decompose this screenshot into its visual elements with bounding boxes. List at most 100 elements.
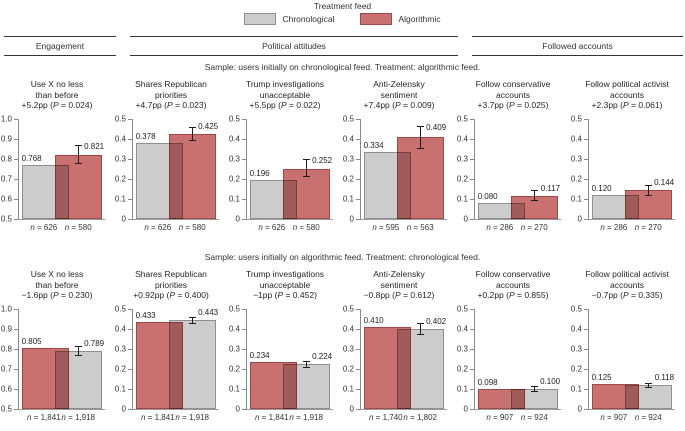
panel-title: Shares Republican priorities +4.7pp (P = 0… (114, 79, 228, 112)
y-tick-label: 0.1 (570, 194, 582, 204)
y-tick-mark (14, 199, 18, 200)
legend-item-label: Algorithmic (398, 14, 441, 24)
panel-title: Follow conservative accounts +0.2pp (P = 0… (456, 269, 570, 302)
panel-title-line: Anti-Zelensky (373, 79, 425, 89)
y-axis: 0.5 0.4 0.3 0.2 0.1 0 (228, 115, 246, 224)
section-headers: Engagement Political attitudes Followed … (0, 36, 685, 58)
chronological-swatch-icon (244, 13, 277, 25)
y-tick-label: 0 (463, 214, 468, 224)
y-tick-label: 0.4 (570, 134, 582, 144)
y-tick-mark (356, 139, 360, 140)
panel-title: Follow political activist accounts −0.7pp … (570, 269, 684, 302)
panel-title-line: accounts (609, 279, 645, 290)
y-tick-label: 0.5 (0, 214, 12, 224)
error-bar-cap (303, 366, 311, 368)
panel-chart: 0.5 0.4 0.3 0.2 0.1 0 0.120 0.144 (570, 115, 684, 224)
sample-size-label: n = 286 (486, 223, 514, 232)
plot-area: 0.433 0.443 (132, 308, 219, 410)
panel-effect-label: −1pp (P = 0.452) (253, 290, 317, 300)
panel-effect-label: −0.7pp (P = 0.335) (591, 290, 663, 300)
y-axis: 0.5 0.4 0.3 0.2 0.1 0 (114, 305, 132, 414)
y-tick-mark (470, 159, 474, 160)
panel-title: Use X no less than before −1.6pp (P = 0.23… (0, 269, 114, 302)
chart-panel: Anti-Zelensky sentiment −0.8pp (P = 0.612)… (342, 269, 456, 424)
error-bar-cap (75, 145, 83, 147)
panel-title-line: Follow political activist (585, 269, 669, 279)
y-tick-label: 0.5 (228, 304, 240, 314)
sample-size-label: n = 286 (600, 223, 628, 232)
y-tick-mark (356, 329, 360, 330)
panel-title-line: sentiment (380, 89, 418, 100)
y-tick-mark (470, 179, 474, 180)
bar-value-label: 0.125 (591, 373, 612, 382)
y-axis: 0.5 0.4 0.3 0.2 0.1 0 (342, 305, 360, 414)
error-bar-cap (303, 159, 311, 161)
y-tick-mark (470, 199, 474, 200)
error-bar-cap (303, 176, 311, 178)
bar-value-label: 0.196 (249, 168, 270, 178)
y-tick-label: 0.1 (456, 384, 468, 394)
bar-algorithmic (55, 154, 102, 219)
y-tick-label: 0.5 (570, 114, 582, 124)
error-bar-cap (75, 163, 83, 164)
y-tick-label: 0.3 (228, 344, 240, 354)
y-tick-mark (356, 369, 360, 370)
y-tick-mark (128, 179, 132, 180)
sample-size-label: n = 1,740 (369, 413, 403, 422)
sample-size-row: n = 907 n = 924 (588, 410, 674, 424)
y-tick-label: 0.2 (114, 364, 126, 374)
error-bar-cap (75, 355, 83, 357)
y-tick-label: 0.4 (114, 324, 126, 334)
y-tick-mark (242, 199, 246, 200)
legend-item-chronological: Chronological (244, 13, 334, 25)
panel-title: Follow political activist accounts +2.3pp … (570, 79, 684, 112)
y-tick-mark (14, 409, 18, 410)
plot-area: 0.234 0.224 (246, 309, 333, 410)
y-tick-label: 0.5 (342, 304, 354, 314)
panel-title-line: Trump investigations (245, 269, 325, 279)
error-bar-cap (417, 147, 425, 149)
sample-size-row: n = 1,841 n = 1,918 (18, 410, 104, 424)
sample-size-label: n = 580 (64, 223, 92, 232)
bar-value-label: 0.378 (135, 132, 156, 142)
sample-size-label: n = 626 (258, 223, 286, 232)
error-bar-cap (531, 391, 539, 393)
panel-title-line: Shares Republican (135, 79, 207, 89)
y-tick-label: 0.3 (570, 344, 582, 354)
error-bar (189, 317, 197, 324)
bar-value-label: 0.789 (84, 339, 105, 349)
y-tick-label: 0.6 (0, 194, 12, 204)
y-tick-label: 0 (235, 214, 240, 224)
bar-value-label: 0.433 (135, 311, 156, 321)
y-tick-label: 0.4 (570, 324, 582, 334)
y-tick-label: 0.4 (228, 134, 240, 144)
sample-size-label: n = 1,841 (255, 413, 289, 422)
y-tick-label: 0.2 (228, 364, 240, 374)
y-tick-mark (14, 179, 18, 180)
bar-chronological (55, 351, 102, 409)
panel-effect-label: −1.6pp (P = 0.230) (21, 290, 93, 300)
y-tick-label: 0.7 (0, 174, 12, 184)
y-tick-mark (14, 309, 18, 310)
y-tick-label: 0.1 (228, 194, 240, 204)
sample-size-label: n = 1,918 (61, 413, 95, 422)
y-tick-mark (242, 329, 246, 330)
y-tick-label: 0.3 (114, 154, 126, 164)
plot-area: 0.196 0.252 (246, 119, 333, 220)
bar-value-label: 0.100 (540, 377, 561, 386)
y-tick-mark (128, 409, 132, 410)
panel-effect-label: +0.92pp (P = 0.400) (133, 290, 209, 300)
y-tick-label: 0.3 (228, 154, 240, 164)
chart-panel: Use X no less than before +5.2pp (P = 0.02… (0, 79, 114, 234)
bar-value-label: 0.409 (426, 123, 447, 132)
chart-panel: Trump investigations unacceptable −1pp (P … (228, 269, 342, 424)
sample-size-row: n = 1,740 n = 1,802 (360, 410, 446, 424)
y-tick-label: 0.8 (0, 154, 12, 164)
panel-chart: 0.5 0.4 0.3 0.2 0.1 0 0.098 0.100 (456, 305, 570, 414)
panel-title-line: accounts (609, 89, 645, 100)
legend-item-label: Chronological (282, 14, 335, 24)
y-tick-mark (356, 349, 360, 350)
sample-size-label: n = 580 (292, 223, 320, 232)
y-tick-label: 0.1 (570, 384, 582, 394)
